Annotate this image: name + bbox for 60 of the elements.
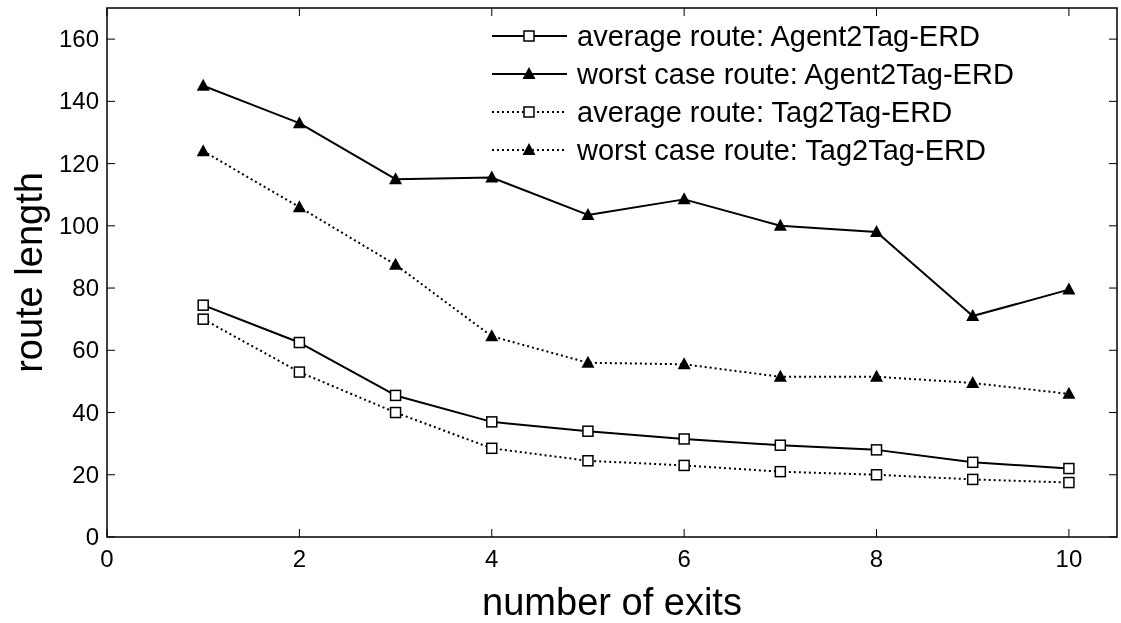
point xyxy=(870,444,883,456)
x-tick-label: 6 xyxy=(677,545,691,572)
point xyxy=(774,465,787,478)
y-axis-title: route length xyxy=(8,172,50,373)
y-tick-label: 80 xyxy=(72,274,99,302)
point xyxy=(1063,476,1075,489)
point xyxy=(678,459,690,472)
x-tick-label: 2 xyxy=(292,545,307,572)
point xyxy=(582,425,594,437)
point xyxy=(1062,386,1076,399)
y-tick-label: 0 xyxy=(85,523,99,550)
y-tick-label: 120 xyxy=(58,149,99,177)
legend-label: average route: Agent2Tag-ERD xyxy=(577,20,981,52)
point xyxy=(870,225,884,238)
point xyxy=(581,207,595,220)
point xyxy=(773,218,787,231)
legend-label: average route: Tag2Tag-ERD xyxy=(577,96,953,128)
point xyxy=(293,336,306,349)
point xyxy=(1062,282,1076,295)
point xyxy=(870,469,883,481)
point xyxy=(389,257,403,270)
point xyxy=(677,192,691,205)
point xyxy=(966,473,979,486)
y-tick-label: 20 xyxy=(72,460,99,488)
y-tick-label: 60 xyxy=(72,336,99,364)
x-tick-label: 8 xyxy=(869,545,884,572)
y-tick-label: 40 xyxy=(72,398,99,426)
point xyxy=(292,200,306,213)
x-axis-title: number of exits xyxy=(482,581,742,623)
point xyxy=(485,329,499,342)
point xyxy=(486,442,498,455)
legend-label: worst case route: Tag2Tag-ERD xyxy=(576,134,986,166)
legend-label: worst case route: Agent2Tag-ERD xyxy=(576,58,1014,90)
point xyxy=(966,456,979,469)
point xyxy=(389,389,402,402)
point xyxy=(582,455,594,467)
point xyxy=(678,433,690,445)
point xyxy=(292,116,306,129)
point xyxy=(773,369,787,382)
point xyxy=(196,144,210,157)
point xyxy=(196,78,210,91)
y-tick-label: 100 xyxy=(58,211,99,239)
y-tick-label: 160 xyxy=(58,25,99,53)
y-tick-label: 140 xyxy=(58,87,99,115)
point xyxy=(966,375,980,388)
point xyxy=(485,170,499,183)
x-tick-label: 10 xyxy=(1055,545,1083,572)
x-tick-label: 4 xyxy=(485,545,499,572)
point xyxy=(197,313,209,325)
point xyxy=(774,439,787,451)
point xyxy=(389,172,403,185)
point xyxy=(966,309,980,322)
point xyxy=(870,369,884,382)
point xyxy=(197,299,209,311)
point xyxy=(293,366,306,378)
point xyxy=(1063,462,1075,475)
point xyxy=(389,406,402,419)
point xyxy=(581,355,595,368)
point xyxy=(677,357,691,370)
point xyxy=(486,416,498,428)
